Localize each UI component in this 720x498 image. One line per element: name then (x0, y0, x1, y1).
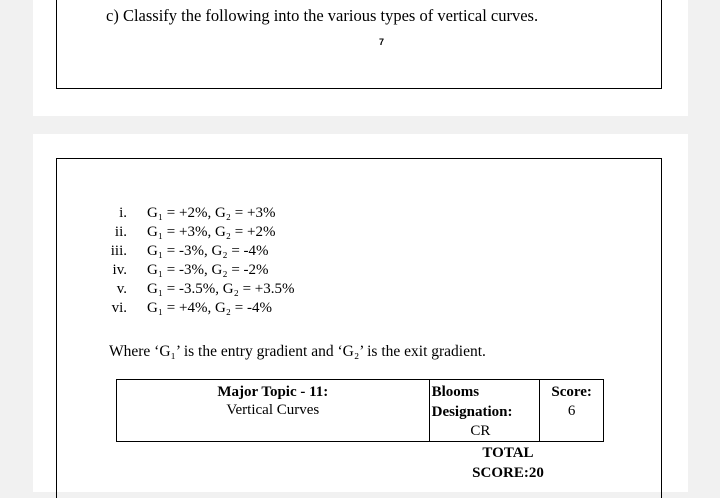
case-number: v. (116, 281, 127, 297)
total-score: TOTAL SCORE:20 (453, 443, 563, 483)
score-value: 6 (567, 403, 576, 419)
case-text: G₁ = -3.5%, G₂ = +3.5% (147, 281, 295, 297)
question-title: c) Classify the following into the vario… (106, 6, 539, 25)
case-text: G₁ = -3%, G₂ = -4% (147, 243, 269, 259)
info-table: Major Topic - 11: Vertical Curves Blooms… (116, 379, 604, 442)
score-cell: Score: 6 (539, 379, 604, 442)
case-number: ii. (114, 224, 127, 240)
topic-subtitle: Vertical Curves (226, 402, 320, 418)
blooms-title-text: Blooms (431, 384, 480, 400)
score-label: Score: (551, 384, 592, 400)
blooms-cell: Blooms Designation: CR (428, 379, 541, 442)
case-number: iv. (112, 262, 127, 278)
case-number: iii. (110, 243, 127, 259)
page-number: 7 (379, 37, 385, 47)
blooms-label: Designation: (431, 404, 513, 420)
topic-title: Major Topic - 11: (217, 384, 329, 400)
case-number: i. (119, 205, 127, 221)
blooms-title: Blooms Designation: (430, 380, 540, 422)
total-label: TOTAL (482, 445, 534, 461)
case-text: G₁ = -3%, G₂ = -2% (147, 262, 269, 278)
question-box-bottom: i. G₁ = +2%, G₂ = +3% ii. G₁ = +3%, G₂ =… (56, 158, 662, 498)
question-box-top: c) Classify the following into the vario… (56, 0, 662, 89)
page-top: c) Classify the following into the vario… (33, 0, 688, 116)
case-text: G₁ = +4%, G₂ = -4% (147, 300, 272, 316)
total-score-value: SCORE:20 (472, 465, 544, 481)
case-text: G₁ = +2%, G₂ = +3% (147, 205, 276, 221)
blooms-value: CR (470, 423, 491, 439)
page-bottom: i. G₁ = +2%, G₂ = +3% ii. G₁ = +3%, G₂ =… (33, 134, 688, 498)
case-number: vi. (111, 300, 127, 316)
topic-cell: Major Topic - 11: Vertical Curves (116, 379, 430, 442)
case-text: G₁ = +3%, G₂ = +2% (147, 224, 276, 240)
table-row: Major Topic - 11: Vertical Curves Blooms… (116, 379, 604, 442)
gradient-note: Where ‘G₁’ is the entry gradient and ‘G₂… (109, 343, 486, 360)
